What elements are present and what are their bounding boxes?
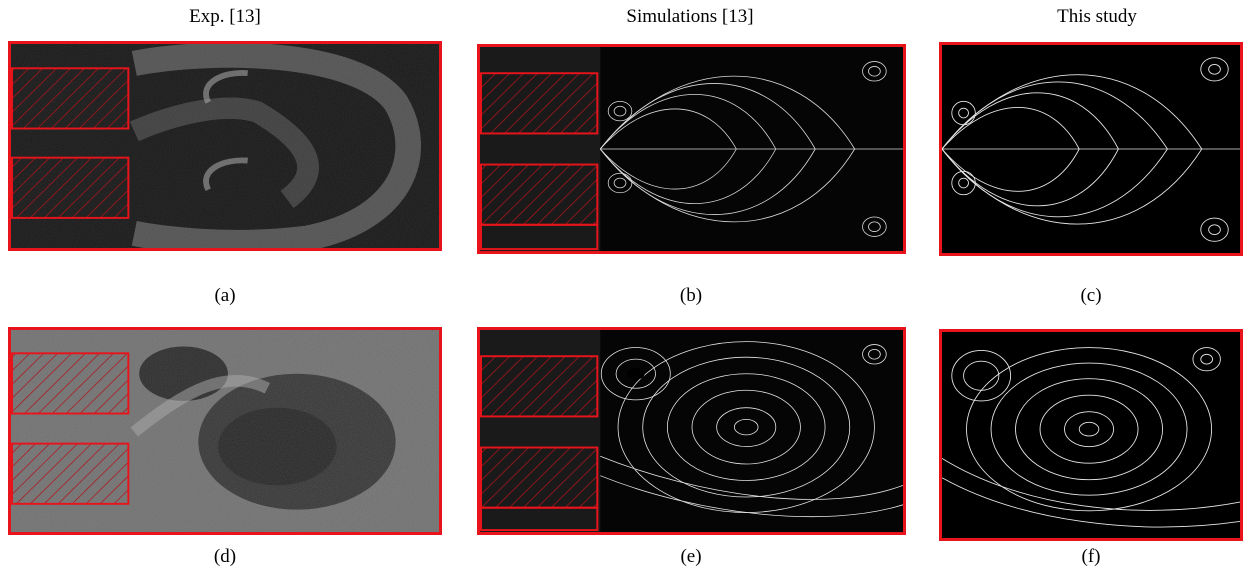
panel-f-image — [942, 332, 1240, 538]
caption-a: (a) — [214, 285, 236, 306]
panel-c-image — [942, 45, 1240, 253]
panel-a-experiment-photo — [8, 41, 442, 251]
panel-b-simulation-streamlines — [477, 44, 906, 254]
caption-c: (c) — [1080, 285, 1102, 306]
panel-f-this-study-streamlines — [939, 329, 1243, 541]
panel-b-image — [480, 47, 903, 251]
panel-a-image — [11, 44, 439, 248]
panel-d-image — [11, 330, 439, 532]
column-title-simulations: Simulations [13] — [626, 6, 754, 27]
caption-f: (f) — [1081, 546, 1101, 567]
panel-d-experiment-photo — [8, 327, 442, 535]
column-title-experiment: Exp. [13] — [189, 6, 261, 27]
caption-d: (d) — [213, 546, 237, 567]
panel-c-this-study-streamlines — [939, 42, 1243, 256]
column-title-this-study: This study — [1057, 6, 1137, 27]
panel-e-simulation-streamlines — [477, 327, 906, 535]
panel-e-image — [480, 330, 903, 532]
caption-e: (e) — [680, 546, 702, 567]
caption-b: (b) — [679, 285, 703, 306]
